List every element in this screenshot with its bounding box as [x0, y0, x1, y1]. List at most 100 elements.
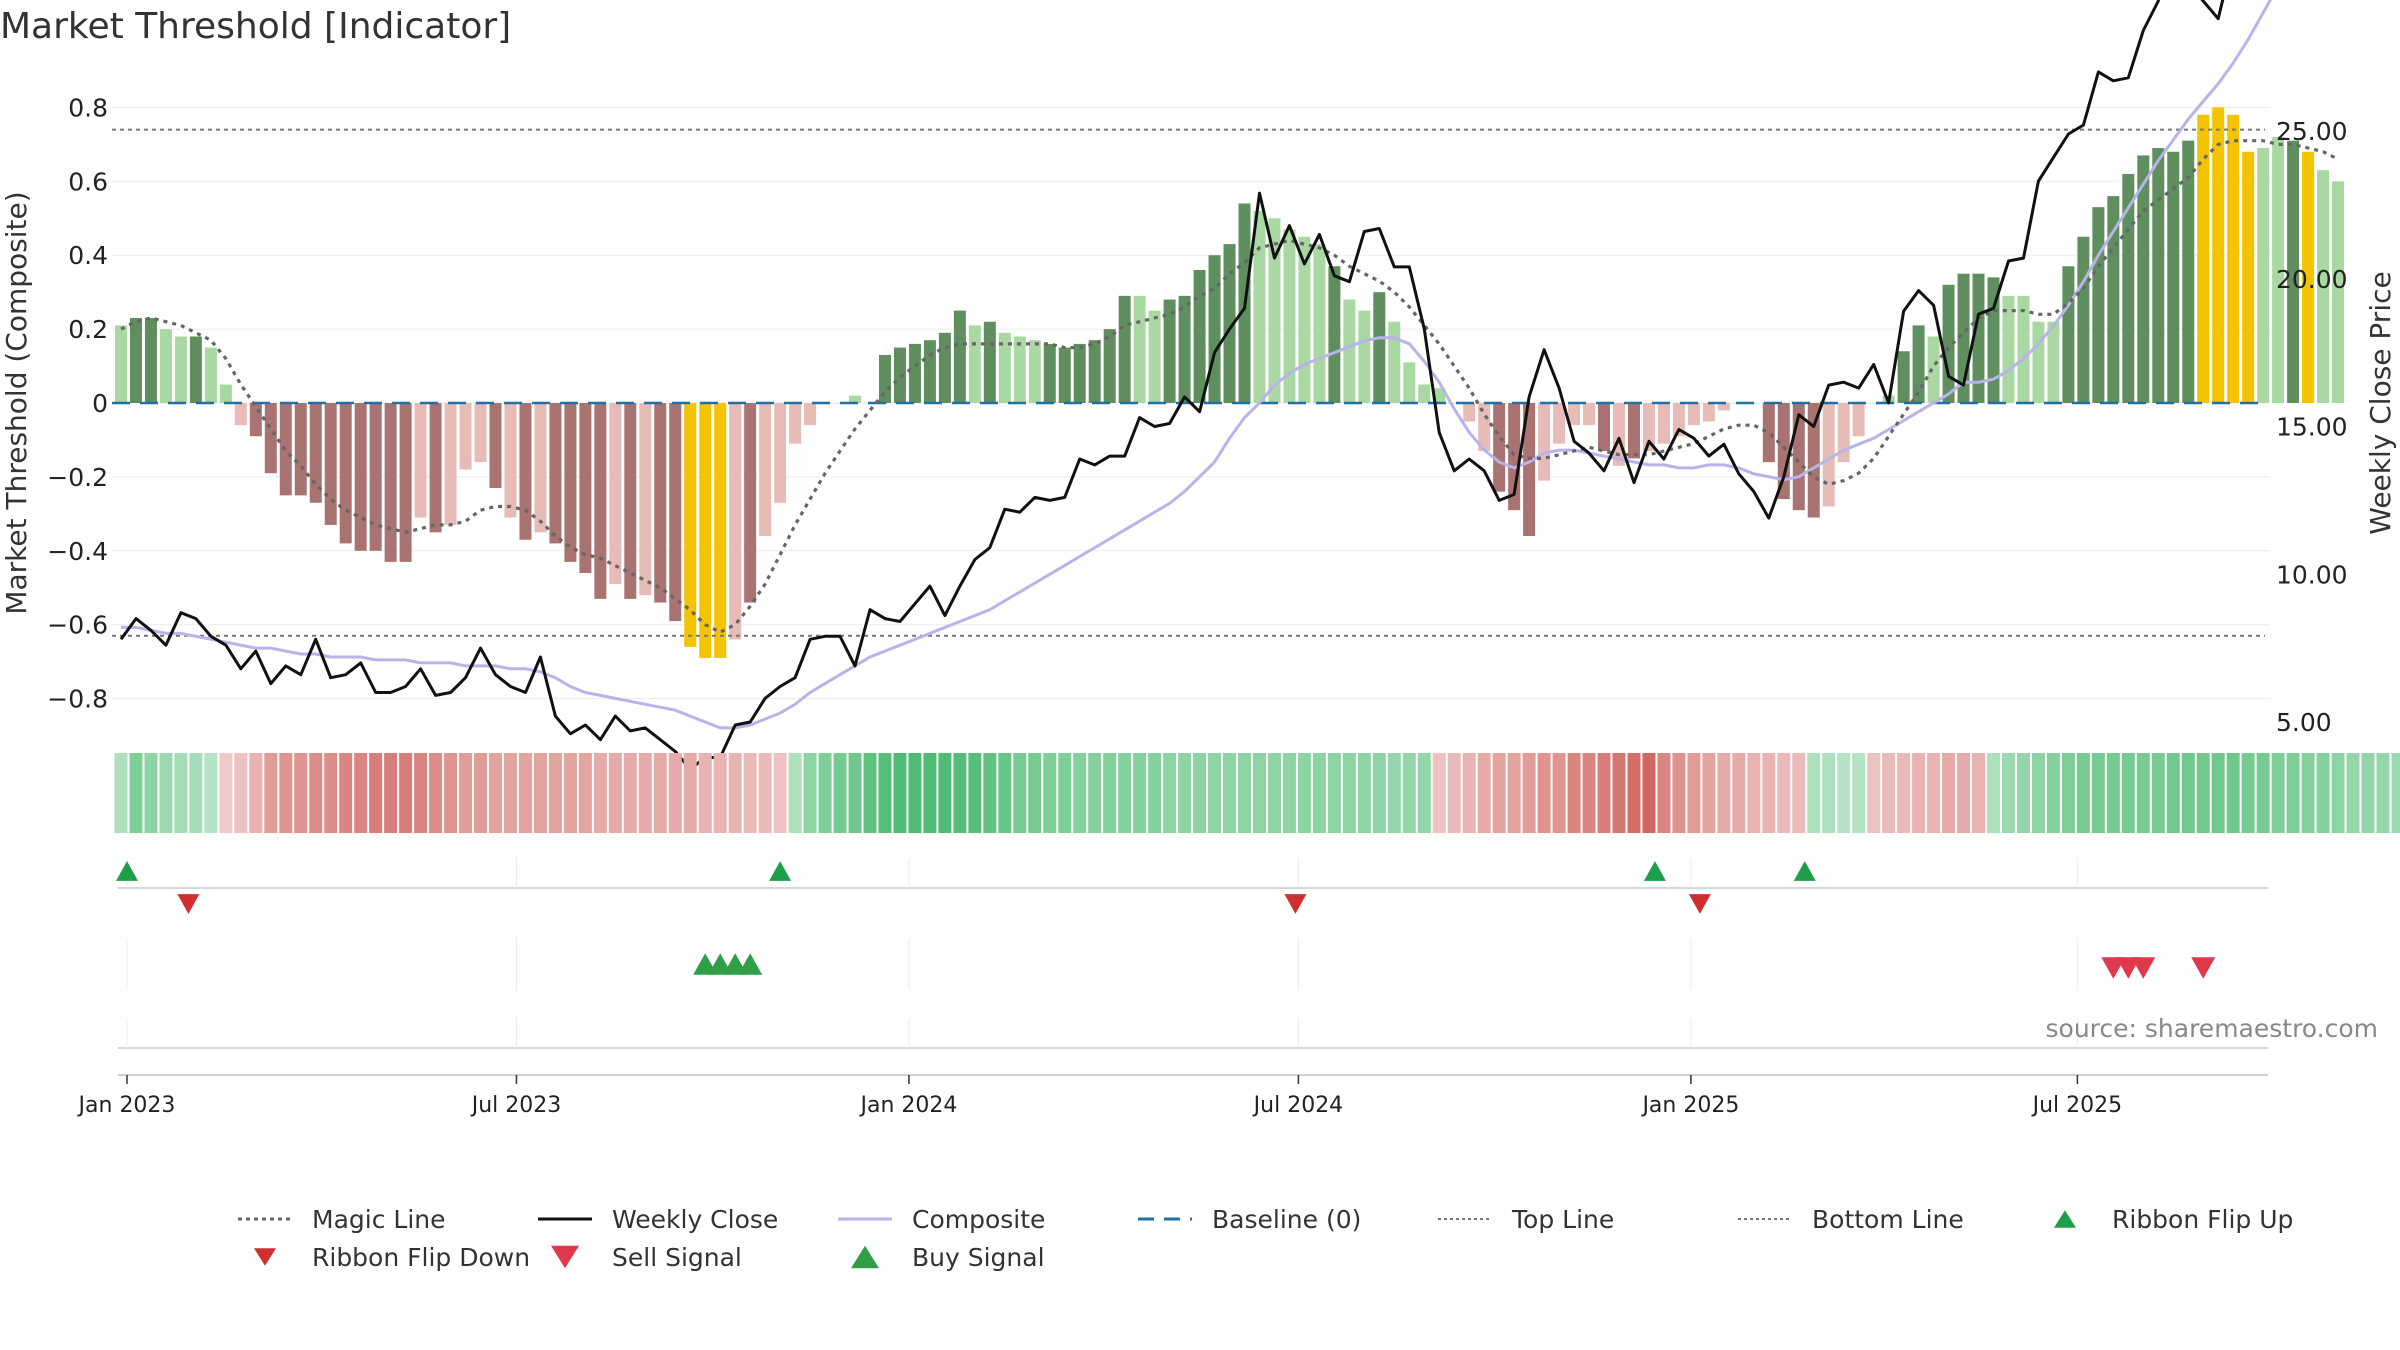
ribbon-cell — [623, 753, 637, 833]
composite-bar — [1613, 403, 1625, 466]
ribbon-cell — [938, 753, 952, 833]
composite-bar — [1163, 299, 1176, 403]
composite-bar — [2017, 295, 2030, 403]
ribbon-cell — [1927, 753, 1941, 833]
ribbon-cell — [204, 753, 218, 833]
legend-swatch-thin-dotted-line — [1438, 1218, 1492, 1220]
ribbon-cell — [1582, 753, 1596, 833]
ribbon-cell — [489, 753, 502, 833]
ribbon-cell — [593, 753, 607, 833]
composite-bar — [729, 403, 742, 640]
composite-bar — [1642, 403, 1655, 452]
ribbon-cell — [1837, 753, 1851, 833]
ribbon-cell — [2046, 753, 2060, 833]
composite-bar — [339, 403, 352, 544]
y-tick-label: −0.8 — [47, 685, 108, 714]
ribbon-cell — [1357, 753, 1371, 833]
ribbon-cell — [848, 753, 862, 833]
ribbon-cell — [2211, 753, 2225, 833]
composite-bar — [1328, 266, 1341, 403]
ribbon-cell — [2121, 753, 2135, 833]
ribbon-cell — [803, 753, 817, 833]
ribbon-cell — [1792, 753, 1806, 833]
chart-title: Market Threshold [Indicator] — [0, 6, 512, 47]
x-tick-label: Jul 2024 — [1252, 1093, 1344, 1118]
composite-bar — [1553, 403, 1566, 444]
ribbon-cell — [653, 753, 667, 833]
ribbon-cell — [1867, 753, 1881, 833]
composite-bar — [1418, 384, 1431, 403]
composite-bar — [429, 403, 442, 533]
composite-bar — [1448, 403, 1461, 404]
composite-bar — [2287, 140, 2300, 403]
composite-bar — [1807, 403, 1820, 518]
ribbon-cell — [1957, 753, 1971, 833]
composite-bar — [2062, 266, 2075, 403]
ribbon-cell — [968, 753, 982, 833]
legend-label: Top Line — [1512, 1204, 1615, 1234]
composite-bar — [1463, 403, 1476, 422]
composite-bar — [1657, 403, 1670, 444]
composite-bar — [1058, 347, 1071, 403]
ribbon-cell — [518, 753, 532, 833]
ribbon-cell — [1942, 753, 1956, 833]
ribbon-cell — [2271, 753, 2285, 833]
ribbon-cell — [2031, 753, 2045, 833]
ribbon-cell — [1747, 753, 1761, 833]
composite-bar — [219, 384, 232, 403]
composite-bar — [2302, 151, 2315, 403]
composite-bar — [908, 343, 921, 403]
legend-item: Bottom Line — [1736, 1205, 2036, 1234]
composite-bar — [1762, 403, 1775, 463]
composite-bar — [474, 403, 487, 463]
ribbon-cell — [309, 753, 323, 833]
y2-tick-label: 10.00 — [2276, 560, 2348, 589]
composite-bar — [1073, 343, 1086, 403]
composite-bar — [1927, 336, 1940, 403]
ribbon-cell — [1312, 753, 1326, 833]
legend-swatch-triangle-up — [851, 1245, 879, 1269]
composite-bar — [2122, 173, 2135, 403]
ribbon-cell — [2256, 753, 2270, 833]
y-tick-label: −0.2 — [47, 463, 108, 492]
ribbon-cell — [1462, 753, 1476, 833]
ribbon-cell — [1732, 753, 1746, 833]
composite-bar — [1867, 403, 1880, 404]
ribbon-cell — [1073, 753, 1087, 833]
ribbon-cell — [174, 753, 188, 833]
legend-swatch-solid-line — [838, 1217, 892, 1221]
ribbon-cell — [2376, 753, 2390, 833]
ribbon-flip-down-marker — [177, 894, 200, 914]
ribbon-cell — [234, 753, 248, 833]
composite-bar — [2047, 321, 2060, 403]
composite-bar — [1972, 273, 1985, 403]
ribbon-cell — [2301, 753, 2315, 833]
composite-bar — [2092, 207, 2105, 403]
ribbon-cell — [369, 753, 383, 833]
ribbon-cell — [1882, 753, 1896, 833]
composite-bar — [189, 336, 202, 403]
composite-bar — [144, 318, 157, 403]
ribbon-cell — [638, 753, 652, 833]
ribbon-cell — [878, 753, 892, 833]
composite-bar — [1298, 236, 1311, 403]
composite-bar — [534, 403, 547, 533]
y-tick-label: 0 — [92, 389, 108, 418]
composite-bar — [1433, 388, 1446, 403]
composite-bar — [639, 403, 652, 596]
composite-bar — [714, 403, 727, 658]
composite-bar — [2167, 151, 2180, 403]
ribbon-cell — [429, 753, 443, 833]
composite-bar — [1283, 229, 1296, 403]
weekly-close-line — [119, 0, 2225, 771]
composite-bar — [579, 403, 592, 573]
y-tick-label: −0.4 — [47, 537, 108, 566]
legend-item: Sell Signal — [536, 1243, 836, 1272]
composite-bar — [1178, 295, 1191, 403]
composite-bar — [309, 403, 322, 503]
ribbon-cell — [2181, 753, 2195, 833]
ribbon-cell — [548, 753, 562, 833]
composite-bar — [1403, 362, 1416, 403]
ribbon-cell — [1912, 753, 1926, 833]
ribbon-cell — [788, 753, 802, 833]
